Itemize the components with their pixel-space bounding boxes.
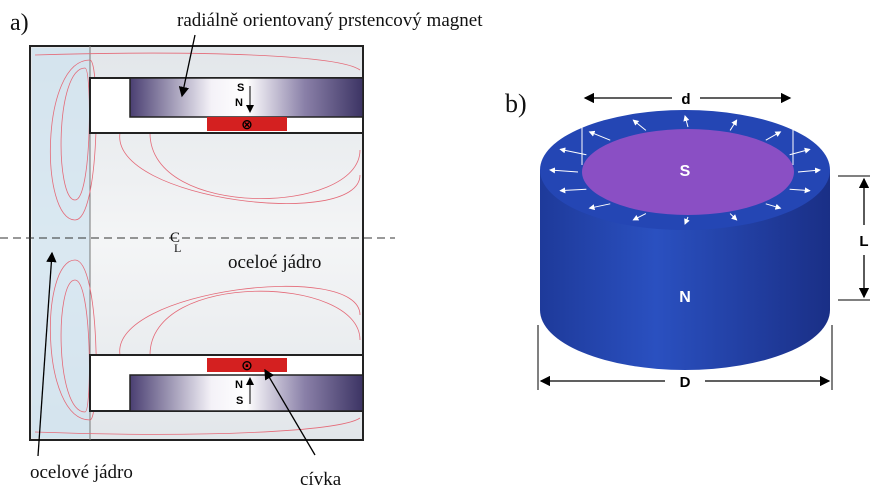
core-label: ocelové jádro: [30, 462, 133, 483]
dimension-label: L: [859, 233, 868, 250]
page: {"panel_a": {"label": "a)", "magnet_labe…: [0, 0, 877, 495]
pole-label: S: [236, 395, 243, 407]
coil-symbol: ⊗: [241, 116, 253, 132]
panel-label: b): [505, 89, 527, 118]
core-strip: [32, 48, 90, 438]
pole-label: N: [235, 97, 243, 109]
core-label: oceloé jádro: [228, 252, 321, 273]
coil-symbol: ⊙: [241, 357, 253, 373]
pole-label: S: [237, 82, 244, 94]
dimension-label: D: [680, 374, 691, 391]
panel-b: b) S N d L D: [505, 85, 870, 391]
pole-label: N: [679, 289, 691, 306]
top-magnet: [130, 78, 363, 117]
pole-label: S: [680, 163, 691, 180]
pole-label: N: [235, 379, 243, 391]
magnet-label: radiálně orientovaný prstencový magnet: [177, 10, 483, 31]
coil-label: cívka: [300, 469, 342, 490]
bottom-magnet: [130, 375, 363, 411]
panel-a: S N ⊗ N S ⊙ C L a) radiálně orientovaný …: [0, 10, 483, 490]
panel-label: a): [10, 10, 29, 36]
figure: S N ⊗ N S ⊙ C L a) radiálně orientovaný …: [0, 0, 877, 495]
dimension-label: d: [681, 91, 690, 108]
centerline-symbol: L: [174, 241, 181, 255]
